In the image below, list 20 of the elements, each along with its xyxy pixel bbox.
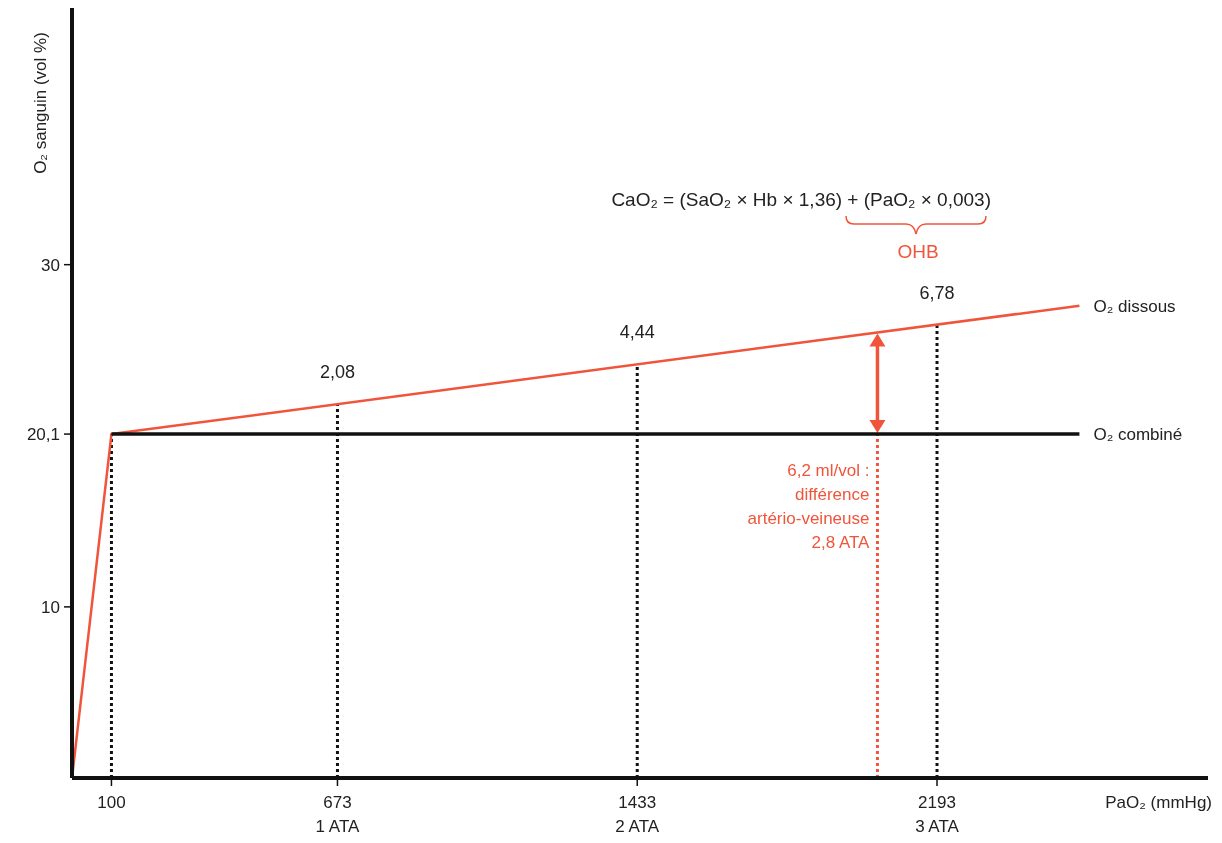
text: 2 ATA: [615, 817, 660, 836]
x-tick-label: 673: [323, 793, 352, 812]
x-tick-label: 2193: [918, 793, 956, 812]
annotation: OHB: [897, 241, 939, 262]
series-label: O₂ dissous: [1093, 296, 1176, 316]
y-tick-label: 10: [41, 597, 60, 617]
x-axis-title: PaO₂ (mmHg): [1105, 793, 1212, 812]
annotation: CaO₂ = (SaO₂ × Hb × 1,36) + (PaO₂ × 0,003): [611, 189, 991, 210]
x-tick-label: 1433: [618, 793, 657, 812]
y-tick-label: 30: [41, 255, 60, 275]
annotation: 4,44: [619, 322, 655, 343]
y-axis-title: O₂ sanguin (vol %): [31, 32, 50, 174]
annotation: 6,78: [919, 282, 955, 303]
text: 3 ATA: [915, 817, 960, 836]
series-label: O₂ combiné: [1093, 425, 1183, 445]
annotation: 2,08: [319, 362, 355, 383]
ref-line-label: 6,2 ml/vol : différence artério-veineuse 2,8 ATA: [747, 461, 871, 553]
y-tick-label: 20,1: [26, 425, 60, 445]
x-tick-label: 100: [97, 793, 126, 812]
text: 1 ATA: [315, 817, 361, 836]
